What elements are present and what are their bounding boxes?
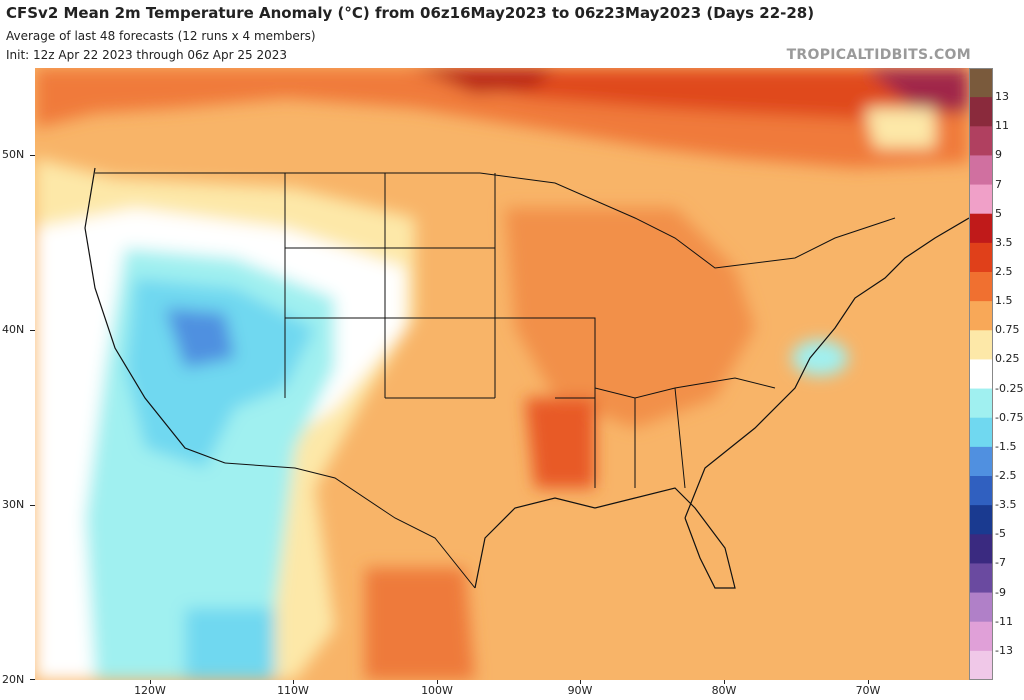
warm-east-us bbox=[505, 208, 755, 428]
lon-tick-70w bbox=[868, 680, 869, 684]
warm-max-hudson bbox=[415, 68, 555, 93]
legend-swatch bbox=[969, 621, 993, 652]
chart-subtitle: Average of last 48 forecasts (12 runs x … bbox=[6, 29, 316, 43]
lon-label-70w: 70W bbox=[855, 684, 881, 697]
lon-label-120w: 120W bbox=[134, 684, 166, 697]
legend-swatch bbox=[969, 417, 993, 448]
legend-label: 9 bbox=[995, 148, 1002, 162]
legend-label: -1.5 bbox=[995, 439, 1017, 453]
legend-swatch bbox=[969, 476, 993, 506]
color-legend bbox=[969, 68, 993, 680]
pacific-coast bbox=[84, 167, 226, 464]
lat-tick-40n bbox=[30, 330, 35, 331]
lat-tick-20n bbox=[30, 679, 35, 680]
anomaly-map bbox=[35, 68, 969, 680]
lon-label-100w: 100W bbox=[421, 684, 453, 697]
legend-swatch bbox=[969, 272, 993, 302]
legend-label: 13 bbox=[995, 90, 1009, 104]
legend-border bbox=[969, 68, 993, 680]
cool-core bbox=[165, 308, 235, 368]
legend-swatch bbox=[969, 359, 993, 390]
warm-core-canada bbox=[405, 68, 969, 123]
legend-swatch bbox=[969, 184, 993, 215]
lon-tick-80w bbox=[724, 680, 725, 684]
legend-label: 3.5 bbox=[995, 235, 1013, 249]
init-info: Init: 12z Apr 22 2023 through 06z Apr 25… bbox=[6, 48, 287, 62]
coastlines bbox=[84, 167, 969, 589]
legend-swatch bbox=[969, 505, 993, 535]
legend-label: 11 bbox=[995, 119, 1009, 133]
lon-tick-100w bbox=[437, 680, 438, 684]
lon-label-110w: 110W bbox=[277, 684, 309, 697]
legend-label: 1.5 bbox=[995, 294, 1013, 308]
lat-label-30n: 30N bbox=[2, 498, 25, 511]
warm-mexico bbox=[365, 568, 475, 680]
state-lines bbox=[284, 173, 776, 399]
legend-label: -5 bbox=[995, 527, 1006, 541]
legend-label: -9 bbox=[995, 585, 1006, 599]
lat-label-50n: 50N bbox=[2, 148, 25, 161]
warm-lower-miss bbox=[525, 398, 595, 488]
gulf-coast bbox=[474, 487, 736, 589]
brand-watermark: TROPICALTIDBITS.COM bbox=[786, 47, 971, 63]
legend-label: 0.25 bbox=[995, 352, 1020, 366]
legend-label: 7 bbox=[995, 177, 1002, 191]
legend-swatch bbox=[969, 650, 993, 680]
lat-tick-30n bbox=[30, 505, 35, 506]
legend-swatch bbox=[969, 126, 993, 156]
legend-label: -2.5 bbox=[995, 469, 1017, 482]
slight-warm-labrador bbox=[865, 108, 935, 148]
legend-swatch bbox=[969, 592, 993, 623]
cool-pacific-south bbox=[185, 608, 275, 680]
legend-label: 2.5 bbox=[995, 265, 1013, 278]
legend-swatch bbox=[969, 97, 993, 127]
legend-label: -0.75 bbox=[995, 410, 1024, 424]
legend-swatch bbox=[969, 388, 993, 419]
legend-label: -3.5 bbox=[995, 498, 1017, 512]
legend-swatch bbox=[969, 534, 993, 564]
lon-tick-90w bbox=[580, 680, 581, 684]
legend-label: 5 bbox=[995, 206, 1002, 220]
lat-label-40n: 40N bbox=[2, 323, 25, 336]
legend-swatch bbox=[969, 301, 993, 331]
legend-swatch bbox=[969, 242, 993, 273]
chart-title: CFSv2 Mean 2m Temperature Anomaly (°C) f… bbox=[6, 4, 815, 22]
legend-swatch bbox=[969, 68, 993, 98]
legend-swatch bbox=[969, 446, 993, 477]
atlantic-coast bbox=[684, 217, 969, 519]
legend-swatch bbox=[969, 155, 993, 186]
lon-tick-110w bbox=[293, 680, 294, 684]
warm-max-east bbox=[865, 68, 969, 113]
legend-swatch bbox=[969, 563, 993, 594]
political-boundaries bbox=[95, 172, 896, 589]
legend-swatch bbox=[969, 213, 993, 244]
lat-tick-50n bbox=[30, 155, 35, 156]
legend-label: -0.25 bbox=[995, 381, 1024, 395]
legend-label: 0.75 bbox=[995, 323, 1020, 337]
lon-label-80w: 80W bbox=[711, 684, 737, 697]
legend-label: -13 bbox=[995, 643, 1013, 657]
lon-label-90w: 90W bbox=[567, 684, 593, 697]
legend-swatch bbox=[969, 330, 993, 360]
lon-tick-120w bbox=[150, 680, 151, 684]
lat-label-20n: 20N bbox=[2, 673, 25, 686]
great-lakes-border bbox=[479, 172, 896, 269]
state-lines-south bbox=[555, 387, 686, 489]
legend-label: -7 bbox=[995, 556, 1006, 570]
header: CFSv2 Mean 2m Temperature Anomaly (°C) f… bbox=[0, 0, 1024, 68]
legend-label: -11 bbox=[995, 614, 1013, 628]
anomaly-shading bbox=[35, 68, 969, 680]
us-mexico-border bbox=[224, 462, 476, 589]
